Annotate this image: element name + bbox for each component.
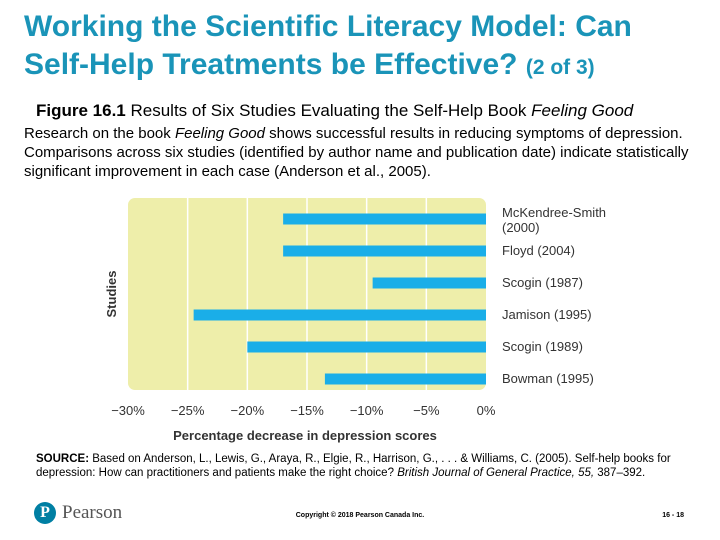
figure-label: Figure 16.1 <box>36 101 126 120</box>
x-tick-label-1: −25% <box>171 403 205 418</box>
source-text: Based on Anderson, L., Lewis, G., Araya,… <box>36 453 671 479</box>
pearson-p-icon: P <box>34 502 56 524</box>
category-label-4: Scogin (1989) <box>502 339 583 354</box>
slide-number: 16 - 18 <box>662 512 684 519</box>
bar-1 <box>283 245 486 257</box>
pearson-logo: P Pearson <box>34 502 122 524</box>
caption-book: Feeling Good <box>174 125 265 142</box>
x-tick-label-2: −20% <box>231 403 265 418</box>
source-label: SOURCE: <box>36 453 90 465</box>
x-tick-label-6: 0% <box>477 403 496 418</box>
figure-title-prefix: Results of Six Studies Evaluating the Se… <box>130 101 527 120</box>
category-label-1: Floyd (2004) <box>502 243 575 258</box>
bar-chart: McKendree-Smith (2000) Floyd (2004) Scogin … <box>104 198 606 443</box>
figure-heading: Figure 16.1 Results of Six Studies Evalu… <box>36 100 706 122</box>
source-journal: British Journal of General Practice, 55, <box>397 467 595 479</box>
source-note: SOURCE: Based on Anderson, L., Lewis, G.… <box>36 452 696 480</box>
y-axis-label: Studies <box>104 271 119 318</box>
bar-4 <box>247 341 486 353</box>
title-part: (2 of 3) <box>525 56 595 79</box>
x-tick-label-3: −15% <box>290 403 324 418</box>
caption-post: shows successful results in reducing sym… <box>24 125 689 180</box>
bar-5 <box>324 373 486 385</box>
bar-0 <box>283 213 486 225</box>
figure-title-book: Feeling Good <box>531 101 634 120</box>
x-tick-label-5: −5% <box>413 403 440 418</box>
category-label-5: Bowman (1995) <box>502 371 594 386</box>
x-tick-label-0: −30% <box>111 403 145 418</box>
caption-pre: Research on the book <box>24 125 171 142</box>
category-label-2: Scogin (1987) <box>502 275 583 290</box>
title-main: Working the Scientific Literacy Model: C… <box>24 10 632 81</box>
source-pages: 387–392. <box>597 467 646 479</box>
figure-caption: Research on the book Feeling Good shows … <box>24 124 704 181</box>
bar-3 <box>193 309 486 321</box>
bar-2 <box>372 277 486 289</box>
category-label-0: McKendree-Smith (2000) <box>502 205 606 235</box>
copyright: Copyright © 2018 Pearson Canada Inc. <box>295 512 425 519</box>
logo-text: Pearson <box>62 502 123 523</box>
slide-title: Working the Scientific Literacy Model: C… <box>24 8 704 87</box>
x-tick-label-4: −10% <box>350 403 384 418</box>
category-label-3: Jamison (1995) <box>502 307 592 322</box>
x-axis-label: Percentage decrease in depression scores <box>173 428 437 443</box>
